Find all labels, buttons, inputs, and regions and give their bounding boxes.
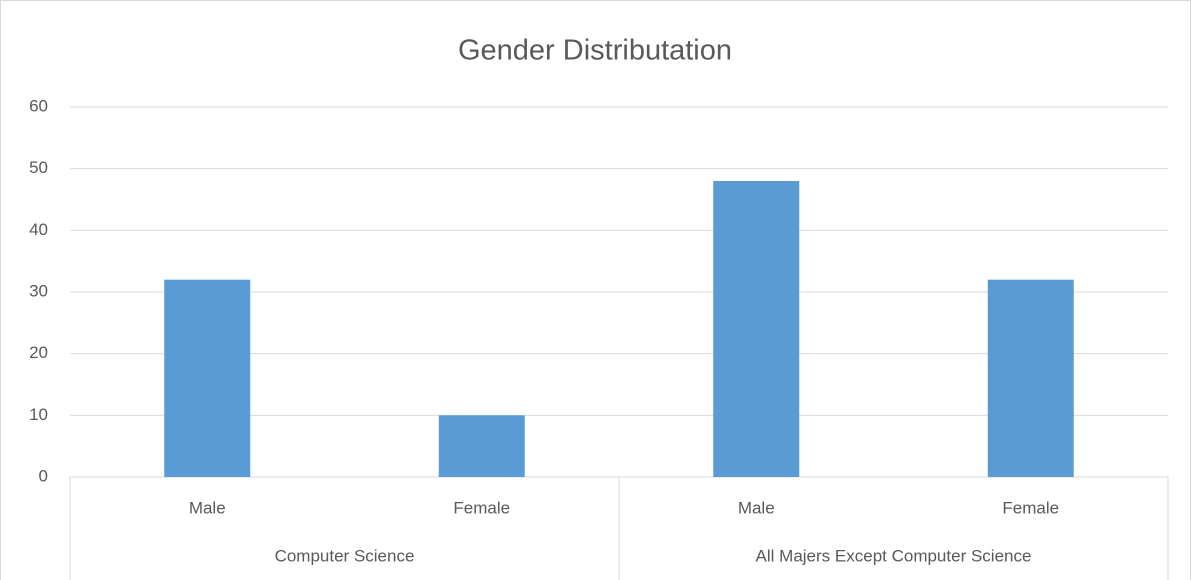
chart-title: Gender Distributation xyxy=(458,35,732,67)
y-tick-label: 20 xyxy=(29,343,48,362)
x-tick-label: Male xyxy=(738,498,775,517)
y-tick-label: 60 xyxy=(29,96,48,115)
y-tick-label: 10 xyxy=(29,405,48,424)
x-tick-label: Male xyxy=(189,498,226,517)
bar xyxy=(713,181,800,477)
group-label: Computer Science xyxy=(275,546,415,565)
bar xyxy=(987,279,1074,477)
y-tick-label: 40 xyxy=(29,220,48,239)
y-tick-label: 50 xyxy=(29,158,48,177)
x-tick-label: Female xyxy=(1002,498,1059,517)
y-tick-label: 30 xyxy=(29,281,48,300)
group-label: All Majers Except Computer Science xyxy=(756,546,1032,565)
x-tick-label: Female xyxy=(453,498,510,517)
y-tick-label: 0 xyxy=(39,466,48,485)
bar xyxy=(164,279,251,477)
bar xyxy=(438,415,525,477)
